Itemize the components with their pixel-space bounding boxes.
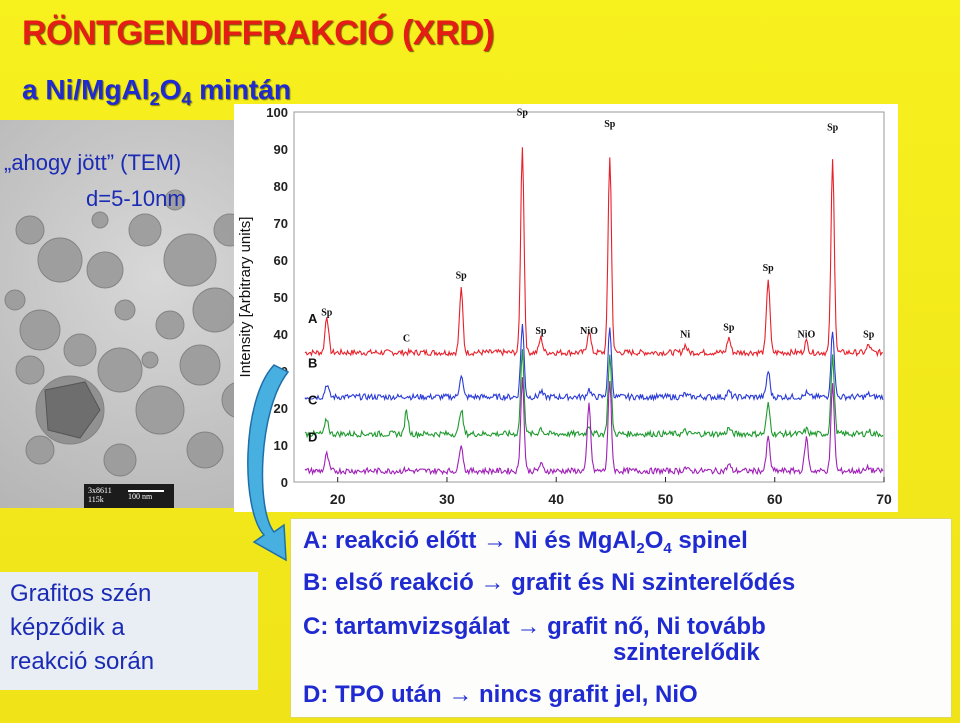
curved-arrow-icon — [247, 364, 290, 562]
peak-label: Sp — [517, 108, 529, 119]
peak-label: Ni — [680, 330, 690, 341]
info-line-b: B: első reakció → grafit és Ni szinterel… — [303, 569, 796, 596]
peak-label: C — [403, 333, 410, 344]
y-tick-label: 50 — [274, 290, 288, 305]
scale-code: 3x8611 — [88, 486, 112, 495]
series-line — [304, 349, 884, 440]
y-axis-label: Intensity [Arbitrary units] — [237, 217, 254, 378]
y-tick-label: 60 — [274, 253, 288, 268]
y-tick-label: 10 — [274, 438, 288, 453]
info-line-d: D: TPO után → nincs grafit jel, NiO — [303, 681, 698, 708]
xrd-svg: Intensity [Arbitrary units] 0 10 20 30 40 50 60… — [237, 105, 892, 507]
scale-line — [128, 490, 164, 492]
y-tick-label: 100 — [266, 105, 288, 120]
series-line — [304, 377, 884, 476]
graphite-line-3: reakció során — [10, 648, 155, 675]
peak-label: Sp — [321, 308, 333, 319]
series-label: B — [308, 355, 317, 370]
peak-label: Sp — [723, 322, 735, 333]
peak-label: NiO — [580, 326, 598, 337]
info-box: A: reakció előtt → Ni és MgAl2O4 spinel … — [290, 518, 952, 718]
series-label: A — [308, 311, 318, 326]
peak-label: Sp — [604, 119, 616, 130]
scale-bar: 3x8611 115k 100 nm — [84, 484, 174, 508]
series-label: D — [308, 429, 317, 444]
info-line-a: A: reakció előtt → Ni és MgAl2O4 spinel — [303, 527, 748, 557]
y-tick-label: 0 — [281, 475, 288, 490]
x-tick-label: 50 — [658, 491, 674, 507]
y-tick-label: 80 — [274, 179, 288, 194]
tem-image: „ahogy jött” (TEM) d=5-10nm 3x8611 115k … — [0, 120, 262, 508]
page-title: RÖNTGENDIFFRAKCIÓ (XRD) — [22, 14, 495, 52]
x-tick-label: 60 — [767, 491, 783, 507]
y-tick-label: 20 — [274, 401, 288, 416]
x-tick-label: 30 — [439, 491, 455, 507]
x-tick-label: 70 — [876, 491, 892, 507]
x-tick-label: 20 — [330, 491, 346, 507]
peak-label: Sp — [456, 271, 468, 282]
graphite-note: Grafitos szén képződik a reakció során — [0, 572, 258, 690]
series-label: C — [308, 392, 318, 407]
y-tick-label: 90 — [274, 142, 288, 157]
scale-mag: 115k — [88, 495, 104, 504]
series-line — [304, 147, 883, 358]
particle-size-label: d=5-10nm — [86, 186, 186, 211]
graphite-line-2: képződik a — [10, 614, 125, 641]
info-line-c: C: tartamvizsgálat → grafit nő, Ni továb… — [303, 613, 766, 640]
x-tick-label: 40 — [548, 491, 564, 507]
scale-text: 100 nm — [128, 492, 153, 501]
peak-label: NiO — [798, 330, 816, 341]
series-line — [304, 324, 884, 402]
xrd-chart: Intensity [Arbitrary units] 0 10 20 30 40 50 60… — [234, 104, 898, 512]
peak-label: Sp — [535, 326, 547, 337]
peak-label: Sp — [763, 263, 775, 274]
peak-label: Sp — [863, 330, 875, 341]
peak-label: Sp — [827, 123, 839, 134]
y-tick-label: 40 — [274, 327, 288, 342]
info-line-c2: szinterelődik — [613, 639, 760, 666]
plot-area — [293, 111, 885, 483]
tem-particles — [4, 189, 259, 477]
y-tick-label: 70 — [274, 216, 288, 231]
graphite-line-1: Grafitos szén — [10, 580, 152, 607]
page-subtitle: a Ni/MgAl2O4 mintán — [22, 74, 291, 109]
tem-label: „ahogy jött” (TEM) — [4, 150, 182, 175]
